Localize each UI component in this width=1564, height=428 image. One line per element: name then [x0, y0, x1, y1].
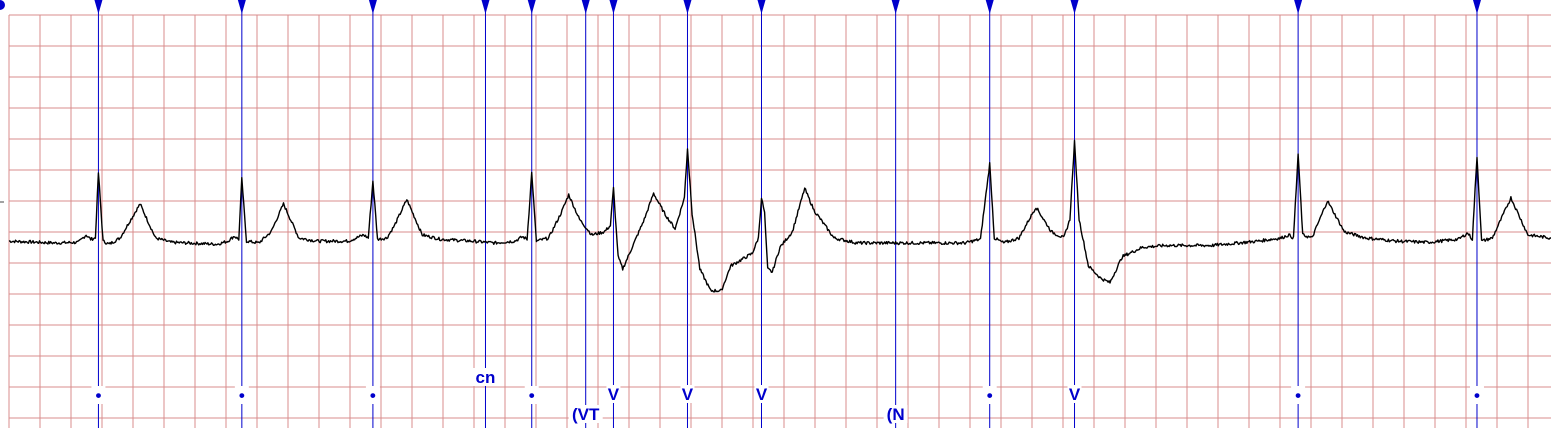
beat-annotations: • • • cn • (VT V V V (N • V • • [91, 0, 1484, 428]
annotation-10: • [982, 0, 997, 428]
annotation-arrow-3 [481, 0, 490, 14]
edge-marker [0, 0, 5, 10]
annotation-3: cn [473, 0, 498, 428]
annotation-8: V [754, 0, 769, 428]
annotation-label-2: • [370, 386, 376, 405]
annotation-label-6: V [608, 385, 620, 404]
annotation-label-bg-1 [234, 386, 249, 404]
annotation-label-5: (VT [572, 405, 600, 424]
annotation-arrow-9 [891, 0, 900, 14]
annotation-arrow-12 [1294, 0, 1303, 14]
annotation-label-bg-6 [606, 385, 621, 403]
annotation-arrow-11 [1070, 0, 1079, 14]
annotation-arrow-0 [94, 0, 103, 14]
annotation-label-13: • [1474, 386, 1480, 405]
annotation-label-12: • [1295, 386, 1301, 405]
annotation-1: • [234, 0, 249, 428]
annotation-label-bg-13 [1469, 386, 1484, 404]
annotation-arrow-13 [1472, 0, 1481, 14]
annotation-arrow-6 [609, 0, 618, 14]
annotation-arrow-7 [683, 0, 692, 14]
annotation-label-bg-11 [1067, 385, 1082, 403]
annotation-label-3: cn [476, 368, 496, 387]
annotation-label-10: • [987, 386, 993, 405]
annotation-label-bg-4 [524, 386, 539, 404]
annotation-arrow-10 [985, 0, 994, 14]
annotation-9: (N [883, 0, 908, 428]
annotation-arrow-4 [527, 0, 536, 14]
annotation-label-bg-5 [568, 405, 603, 423]
annotation-5: (VT [568, 0, 603, 428]
annotation-label-bg-0 [91, 386, 106, 404]
annotation-arrow-5 [581, 0, 590, 14]
annotation-arrow-2 [368, 0, 377, 14]
lead-marks [0, 0, 5, 203]
annotation-label-bg-7 [680, 385, 695, 403]
annotation-7: V [680, 0, 695, 428]
annotation-label-bg-3 [473, 368, 498, 386]
annotation-11: V [1067, 0, 1082, 428]
annotation-label-bg-8 [754, 385, 769, 403]
annotation-label-bg-9 [883, 405, 908, 423]
annotation-label-bg-10 [982, 386, 997, 404]
ecg-trace-line [8, 139, 1551, 293]
annotation-label-9: (N [887, 405, 905, 424]
annotation-4: • [524, 0, 539, 428]
ecg-grid [8, 14, 1551, 428]
annotation-label-4: • [529, 386, 535, 405]
annotation-0: • [91, 0, 106, 428]
annotation-6: V [606, 0, 621, 428]
annotation-label-11: V [1069, 385, 1081, 404]
annotation-12: • [1291, 0, 1306, 428]
annotation-2: • [365, 0, 380, 428]
annotation-label-8: V [756, 385, 768, 404]
annotation-label-1: • [239, 386, 245, 405]
annotation-label-bg-12 [1291, 386, 1306, 404]
annotation-arrow-1 [237, 0, 246, 14]
annotation-13: • [1469, 0, 1484, 428]
annotation-label-bg-2 [365, 386, 380, 404]
annotation-label-7: V [682, 385, 694, 404]
annotation-label-0: • [95, 386, 101, 405]
annotation-arrow-8 [757, 0, 766, 14]
